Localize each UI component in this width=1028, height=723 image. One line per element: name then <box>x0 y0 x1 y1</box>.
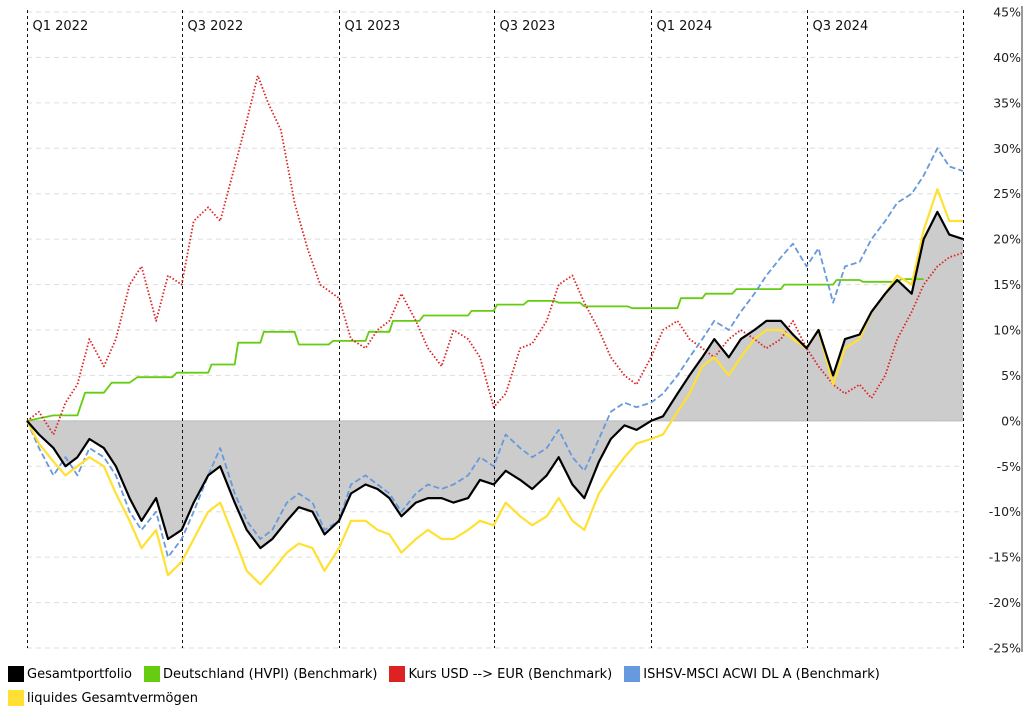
legend-item-gesamtportfolio[interactable]: Gesamtportfolio <box>8 666 132 682</box>
msci-acwi-line <box>26 147 964 558</box>
legend-row: liquides Gesamtvermögen <box>8 686 1018 710</box>
quarter-label: Q1 2022 <box>33 19 89 34</box>
series-layer <box>26 74 964 586</box>
quarter-layer: Q1 2022 Q3 2022 Q1 2023 Q3 2023 Q1 2024 Q3 20… <box>27 10 964 648</box>
legend-item-usd-eur[interactable]: Kurs USD --> EUR (Benchmark) <box>389 666 612 682</box>
legend-row: Gesamtportfolio Deutschland (HVPI) (Benc… <box>8 662 1018 686</box>
y-tick-label: -20% <box>989 595 1021 610</box>
legend-label: Deutschland (HVPI) (Benchmark) <box>162 666 378 682</box>
gesamtportfolio-area <box>27 211 963 549</box>
usd-eur-line <box>26 74 964 436</box>
legend-swatch <box>8 666 24 682</box>
y-tick-label: 45% <box>993 5 1021 20</box>
legend-label: Gesamtportfolio <box>27 666 132 682</box>
y-tick-label: 35% <box>993 95 1021 110</box>
legend-swatch <box>624 666 641 682</box>
quarter-label: Q1 2023 <box>345 19 401 34</box>
y-tick-label: 30% <box>993 141 1021 156</box>
quarter-label: Q3 2024 <box>813 19 869 34</box>
legend-label: liquides Gesamtvermögen <box>27 690 198 706</box>
y-tick-label: -5% <box>997 459 1021 474</box>
quarter-label: Q3 2023 <box>500 19 556 34</box>
y-tick-label: 15% <box>993 277 1021 292</box>
y-tick-label: 0% <box>1001 413 1021 428</box>
y-axis: 45% 40% 35% 30% 25% 20% 15% 10% 5% 0% -5% -10% -15% -… <box>989 5 1023 656</box>
hvpi-line <box>26 278 924 422</box>
y-tick-label: 40% <box>993 50 1021 65</box>
legend-item-hvpi[interactable]: Deutschland (HVPI) (Benchmark) <box>143 666 378 682</box>
legend: Gesamtportfolio Deutschland (HVPI) (Benc… <box>8 662 1018 710</box>
y-tick-label: 10% <box>993 323 1021 338</box>
y-tick-label: 5% <box>1001 368 1021 383</box>
y-tick-label: -10% <box>989 504 1021 519</box>
legend-label: ISHSV-MSCI ACWI DL A (Benchmark) <box>643 666 880 682</box>
legend-label: Kurs USD --> EUR (Benchmark) <box>408 666 613 682</box>
legend-swatch <box>389 666 406 682</box>
quarter-label: Q1 2024 <box>657 19 713 34</box>
legend-item-msci-acwi[interactable]: ISHSV-MSCI ACWI DL A (Benchmark) <box>624 666 880 682</box>
legend-item-liquides[interactable]: liquides Gesamtvermögen <box>8 690 198 706</box>
y-tick-label: -15% <box>989 550 1021 565</box>
gesamtportfolio-line <box>26 210 964 550</box>
y-tick-label: 25% <box>993 186 1021 201</box>
y-tick-label: 20% <box>993 232 1021 247</box>
legend-swatch <box>8 690 24 706</box>
legend-swatch <box>143 666 160 682</box>
performance-chart: Q1 2022 Q3 2022 Q1 2023 Q3 2023 Q1 2024 Q3 20… <box>26 5 1023 656</box>
y-tick-label: -25% <box>989 641 1021 656</box>
quarter-label: Q3 2022 <box>188 19 244 34</box>
